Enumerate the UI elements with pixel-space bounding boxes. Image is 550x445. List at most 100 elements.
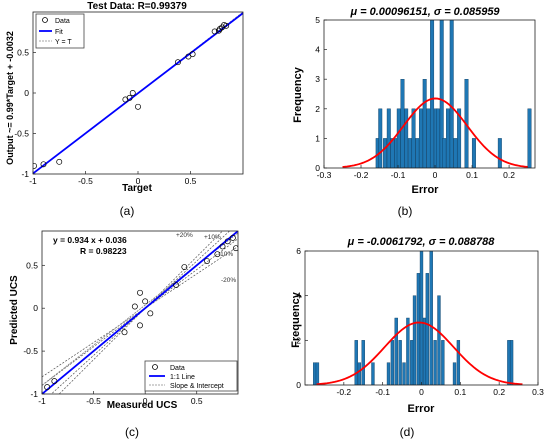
panel-d-histogram-bar [452,362,457,385]
panel-b-ytick-label: 5 [315,15,320,25]
panel-b-histogram-bar [411,108,416,168]
panel-a-legend-data-marker [42,17,48,23]
panel-b-histogram-bar [404,108,409,168]
panel-d-histogram-bar [390,340,395,385]
panel-b-histogram-bar [419,108,423,168]
panel-d-histogram-bar [410,340,414,385]
panel-b-ytick-label: 4 [315,45,320,55]
panel-b-histogram-bar [457,108,462,168]
panel-c-label: (c) [125,425,139,439]
panel-b-histogram-bar [390,138,395,168]
panel-d-normal-curve [316,321,523,385]
panel-b-histogram-bar [430,20,435,168]
panel-c-data-point [214,251,221,258]
panel-c-xtick-label: -0.5 [86,396,101,406]
panel-a-data-point [174,59,181,66]
panel-c-band-label-minus20: -20% [221,277,236,284]
panel-b-plot-area [342,20,532,168]
panel-d-histogram-bar [361,340,365,385]
panel-b-xtick-label: 0.1 [466,170,478,180]
panel-a-data-point [33,162,37,169]
panel-a-data-point [211,28,218,35]
panel-d-histogram-bar [422,317,427,385]
panel-b-ytick-label: 1 [315,133,320,143]
panel-b: μ = 0.00096151, σ = 0.085959 Frequency E… [292,6,536,218]
panel-b-histogram-bar [449,20,454,168]
panel-b-histogram-bar [446,108,450,168]
panel-a-ytick-label: 0 [24,88,29,98]
panel-c-band-label-plus10: +10% [204,234,221,241]
panel-a-data-point [223,22,230,29]
panel-a-data-point [126,94,133,101]
panel-d-histogram-bar [509,340,514,385]
panel-b-xtick-label: -0.2 [354,170,369,180]
panel-d-histogram-bar [419,251,424,385]
panel-c-band-line [50,231,231,394]
panel-a-ytick-label: 0.5 [17,48,29,58]
panel-c-legend-data: Data [170,365,185,372]
panel-d-histogram-bar [394,317,398,385]
panel-a-ylabel: Output ~= 0.99*Target + -0.0032 [5,31,15,165]
panel-a-data-point [215,27,222,34]
panel-a-ytick-label: -0.5 [14,129,29,139]
panel-c-ytick-label: 0 [33,303,38,313]
panel-c-ytick-label: 0.5 [26,260,38,270]
panel-b-histogram-bar [471,138,476,168]
panel-c-data-point [131,303,138,310]
panel-b-histogram-bar [386,108,391,168]
panel-d-histogram-bar [429,251,433,385]
panel-d-ytick-label: 4 [296,291,301,301]
panel-c-ylabel: Predicted UCS [9,275,20,345]
panel-c-data-point [204,258,211,264]
panel-c-plot-area [42,231,238,394]
panel-b-axes-frame [323,19,536,169]
panel-d-histogram-bar [406,317,410,385]
panel-d-histogram-bar [433,340,437,385]
panel-c-legend-data-marker [152,364,158,370]
panel-d-ytick-label: 2 [296,335,301,345]
panel-a: Test Data: R=0.99379 Output ~= 0.99*Targ… [5,1,244,218]
panel-c-xtick-label: 0 [143,396,148,406]
panel-c-data-point [232,245,238,252]
panel-c-data-point [142,298,149,305]
panel-a-title: Test Data: R=0.99379 [87,1,187,12]
panel-c-ytick-label: -1 [30,389,38,399]
panel-d-label: (d) [400,425,415,439]
panel-d-title: μ = -0.0061792, σ = 0.088788 [347,236,496,248]
panel-d-ytick-label: 6 [296,246,301,256]
panel-b-histogram-bar [527,108,532,168]
panel-d-xtick-label: 0.1 [454,387,466,397]
panel-b-histogram-bar [439,20,444,168]
panel-c-data-point [44,384,51,391]
panel-b-histogram-bar [400,78,405,168]
panel-c-legend-fit: Slope & Intercept [170,383,224,390]
panel-a-data-point [135,103,141,110]
panel-b-xtick-label: -0.3 [317,170,332,180]
panel-d-histogram-bar [425,273,429,385]
panel-c-r-value: R = 0.98223 [80,246,127,256]
panel-d-plot-area [313,251,523,385]
panel-c-data-point [147,310,154,317]
panel-d-histogram-bar [412,295,417,385]
panel-a-xtick-label: -0.5 [78,176,93,186]
panel-a-legend-fit: Fit [55,29,63,36]
panel-c-data-point [137,322,143,329]
panel-d-xtick-label: 0 [419,387,424,397]
panel-c-data-point [229,234,236,241]
panel-d-histogram-bar [456,340,461,385]
panel-b-normal-curve [342,97,528,168]
panel-d-xtick-label: 0.3 [532,387,544,397]
panel-c-ytick-label: -0.5 [23,346,38,356]
panel-c-band-label-plus20: +20% [176,232,193,239]
panel-d: μ = -0.0061792, σ = 0.088788 Frequency E… [290,236,544,439]
panel-b-histogram-bar [497,138,502,168]
panel-d-histogram-bar [354,340,358,385]
panel-b-xlabel: Error [412,184,440,196]
panel-b-histogram-bar [453,138,458,168]
panel-c-data-point [224,238,231,245]
panel-b-ytick-label: 3 [315,74,320,84]
panel-b-histogram-bar [383,138,388,168]
panel-d-ylabel: Frequency [290,291,302,348]
panel-a-data-point [40,161,47,168]
